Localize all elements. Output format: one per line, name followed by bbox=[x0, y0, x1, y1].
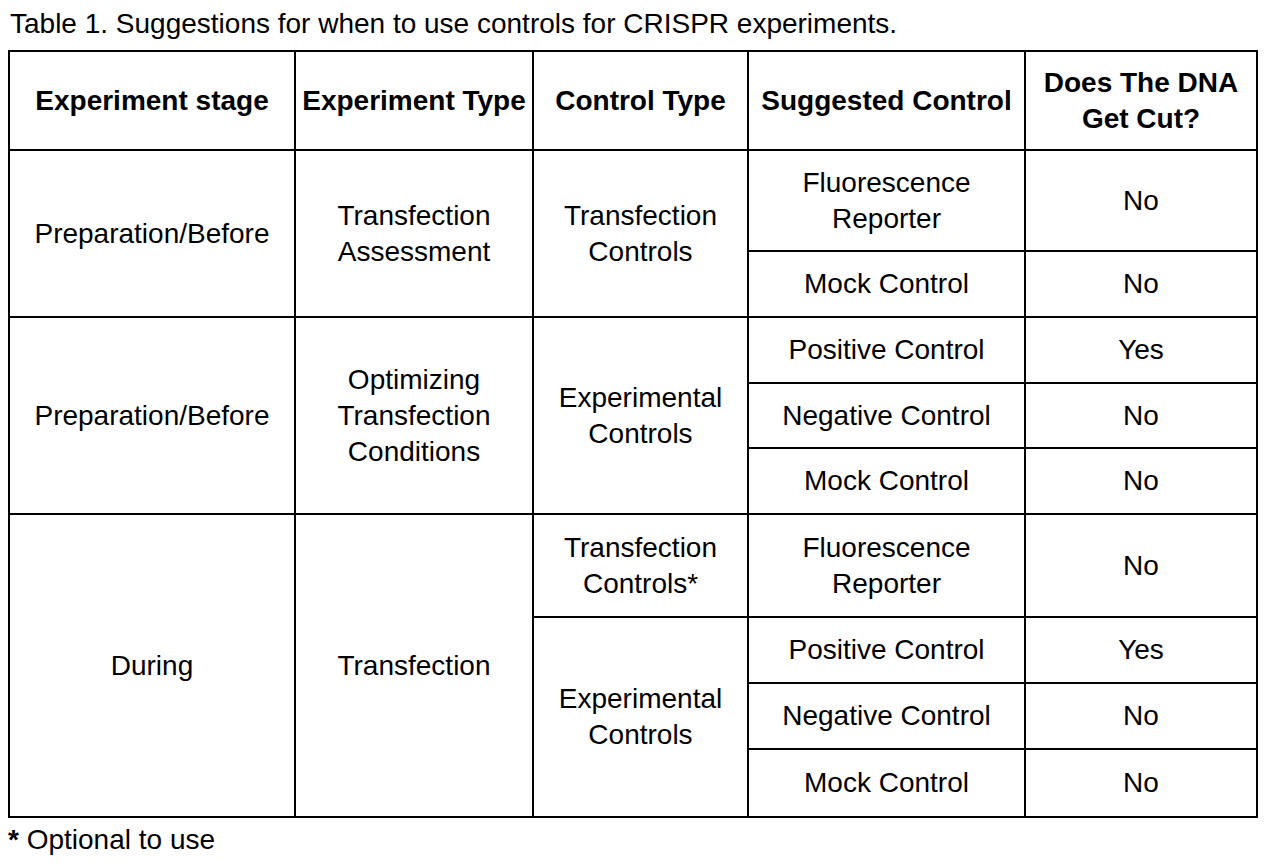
stage-cell: Preparation/Before bbox=[9, 317, 295, 514]
column-header-suggested-control: Suggested Control bbox=[748, 51, 1025, 150]
dna-cut-cell: Yes bbox=[1025, 317, 1257, 383]
suggested-control-cell: Negative Control bbox=[748, 383, 1025, 448]
footnote: * Optional to use bbox=[8, 822, 1282, 858]
control-type-cell: Experimental Controls bbox=[533, 317, 748, 514]
page-title: Table 1. Suggestions for when to use con… bbox=[0, 0, 1282, 42]
dna-cut-cell: No bbox=[1025, 383, 1257, 448]
footnote-text: Optional to use bbox=[19, 824, 215, 855]
footnote-asterisk: * bbox=[8, 824, 19, 855]
stage-cell: During bbox=[9, 514, 295, 817]
document-page: Table 1. Suggestions for when to use con… bbox=[0, 0, 1282, 868]
suggested-control-cell: Mock Control bbox=[748, 749, 1025, 817]
control-type-cell: Experimental Controls bbox=[533, 617, 748, 817]
experiment-type-cell: Transfection Assessment bbox=[295, 150, 533, 317]
column-header-dna-cut: Does The DNA Get Cut? bbox=[1025, 51, 1257, 150]
dna-cut-cell: No bbox=[1025, 448, 1257, 514]
crispr-controls-table: Experiment stage Experiment Type Control… bbox=[8, 50, 1258, 818]
dna-cut-cell: No bbox=[1025, 514, 1257, 617]
column-header-control-type: Control Type bbox=[533, 51, 748, 150]
control-type-cell: Transfection Controls* bbox=[533, 514, 748, 617]
dna-cut-cell: No bbox=[1025, 683, 1257, 749]
dna-cut-cell: Yes bbox=[1025, 617, 1257, 683]
table-row: During Transfection Transfection Control… bbox=[9, 514, 1257, 617]
experiment-type-cell: Transfection bbox=[295, 514, 533, 817]
suggested-control-cell: Fluorescence Reporter bbox=[748, 150, 1025, 251]
table-row: Preparation/Before Optimizing Transfecti… bbox=[9, 317, 1257, 383]
table-row: Preparation/Before Transfection Assessme… bbox=[9, 150, 1257, 251]
suggested-control-cell: Negative Control bbox=[748, 683, 1025, 749]
table-header-row: Experiment stage Experiment Type Control… bbox=[9, 51, 1257, 150]
suggested-control-cell: Fluorescence Reporter bbox=[748, 514, 1025, 617]
suggested-control-cell: Mock Control bbox=[748, 448, 1025, 514]
dna-cut-cell: No bbox=[1025, 251, 1257, 317]
suggested-control-cell: Positive Control bbox=[748, 317, 1025, 383]
column-header-experiment-stage: Experiment stage bbox=[9, 51, 295, 150]
column-header-experiment-type: Experiment Type bbox=[295, 51, 533, 150]
dna-cut-cell: No bbox=[1025, 150, 1257, 251]
stage-cell: Preparation/Before bbox=[9, 150, 295, 317]
control-type-cell: Transfection Controls bbox=[533, 150, 748, 317]
suggested-control-cell: Mock Control bbox=[748, 251, 1025, 317]
dna-cut-cell: No bbox=[1025, 749, 1257, 817]
suggested-control-cell: Positive Control bbox=[748, 617, 1025, 683]
experiment-type-cell: Optimizing Transfection Conditions bbox=[295, 317, 533, 514]
